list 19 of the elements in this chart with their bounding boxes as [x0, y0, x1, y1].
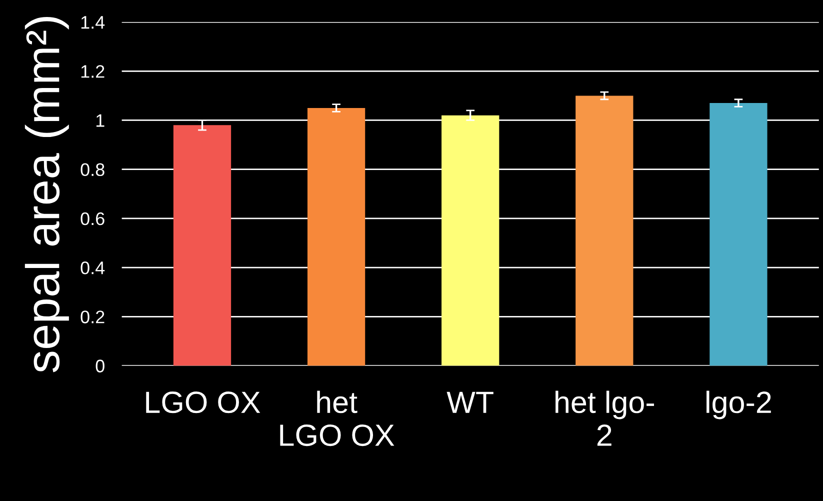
x-tick-label: LGO OX: [146, 392, 260, 414]
y-tick-label: 0.4: [80, 261, 105, 274]
bar: [173, 125, 232, 366]
x-tick-label: lgo-2: [706, 390, 771, 420]
bar: [307, 108, 366, 366]
bar: [576, 96, 634, 366]
y-tick-label: 0: [96, 360, 104, 372]
x-tick-label: WT: [446, 392, 494, 413]
bar: [442, 115, 500, 366]
x-tick-label: het lgo- 2: [556, 390, 654, 446]
y-tick-label: 0.6: [80, 212, 104, 226]
x-tick-label: het LGO OX: [280, 390, 394, 446]
y-tick-label: 0.2: [80, 310, 104, 324]
bar: [710, 103, 768, 366]
y-tick-label: 1.4: [81, 16, 105, 29]
y-tick-label: 1.2: [81, 65, 104, 78]
y-tick-label: 0.8: [80, 163, 104, 176]
y-tick-label: 1: [96, 114, 104, 127]
y-axis-title: sepal area (mm²): [24, 17, 69, 372]
